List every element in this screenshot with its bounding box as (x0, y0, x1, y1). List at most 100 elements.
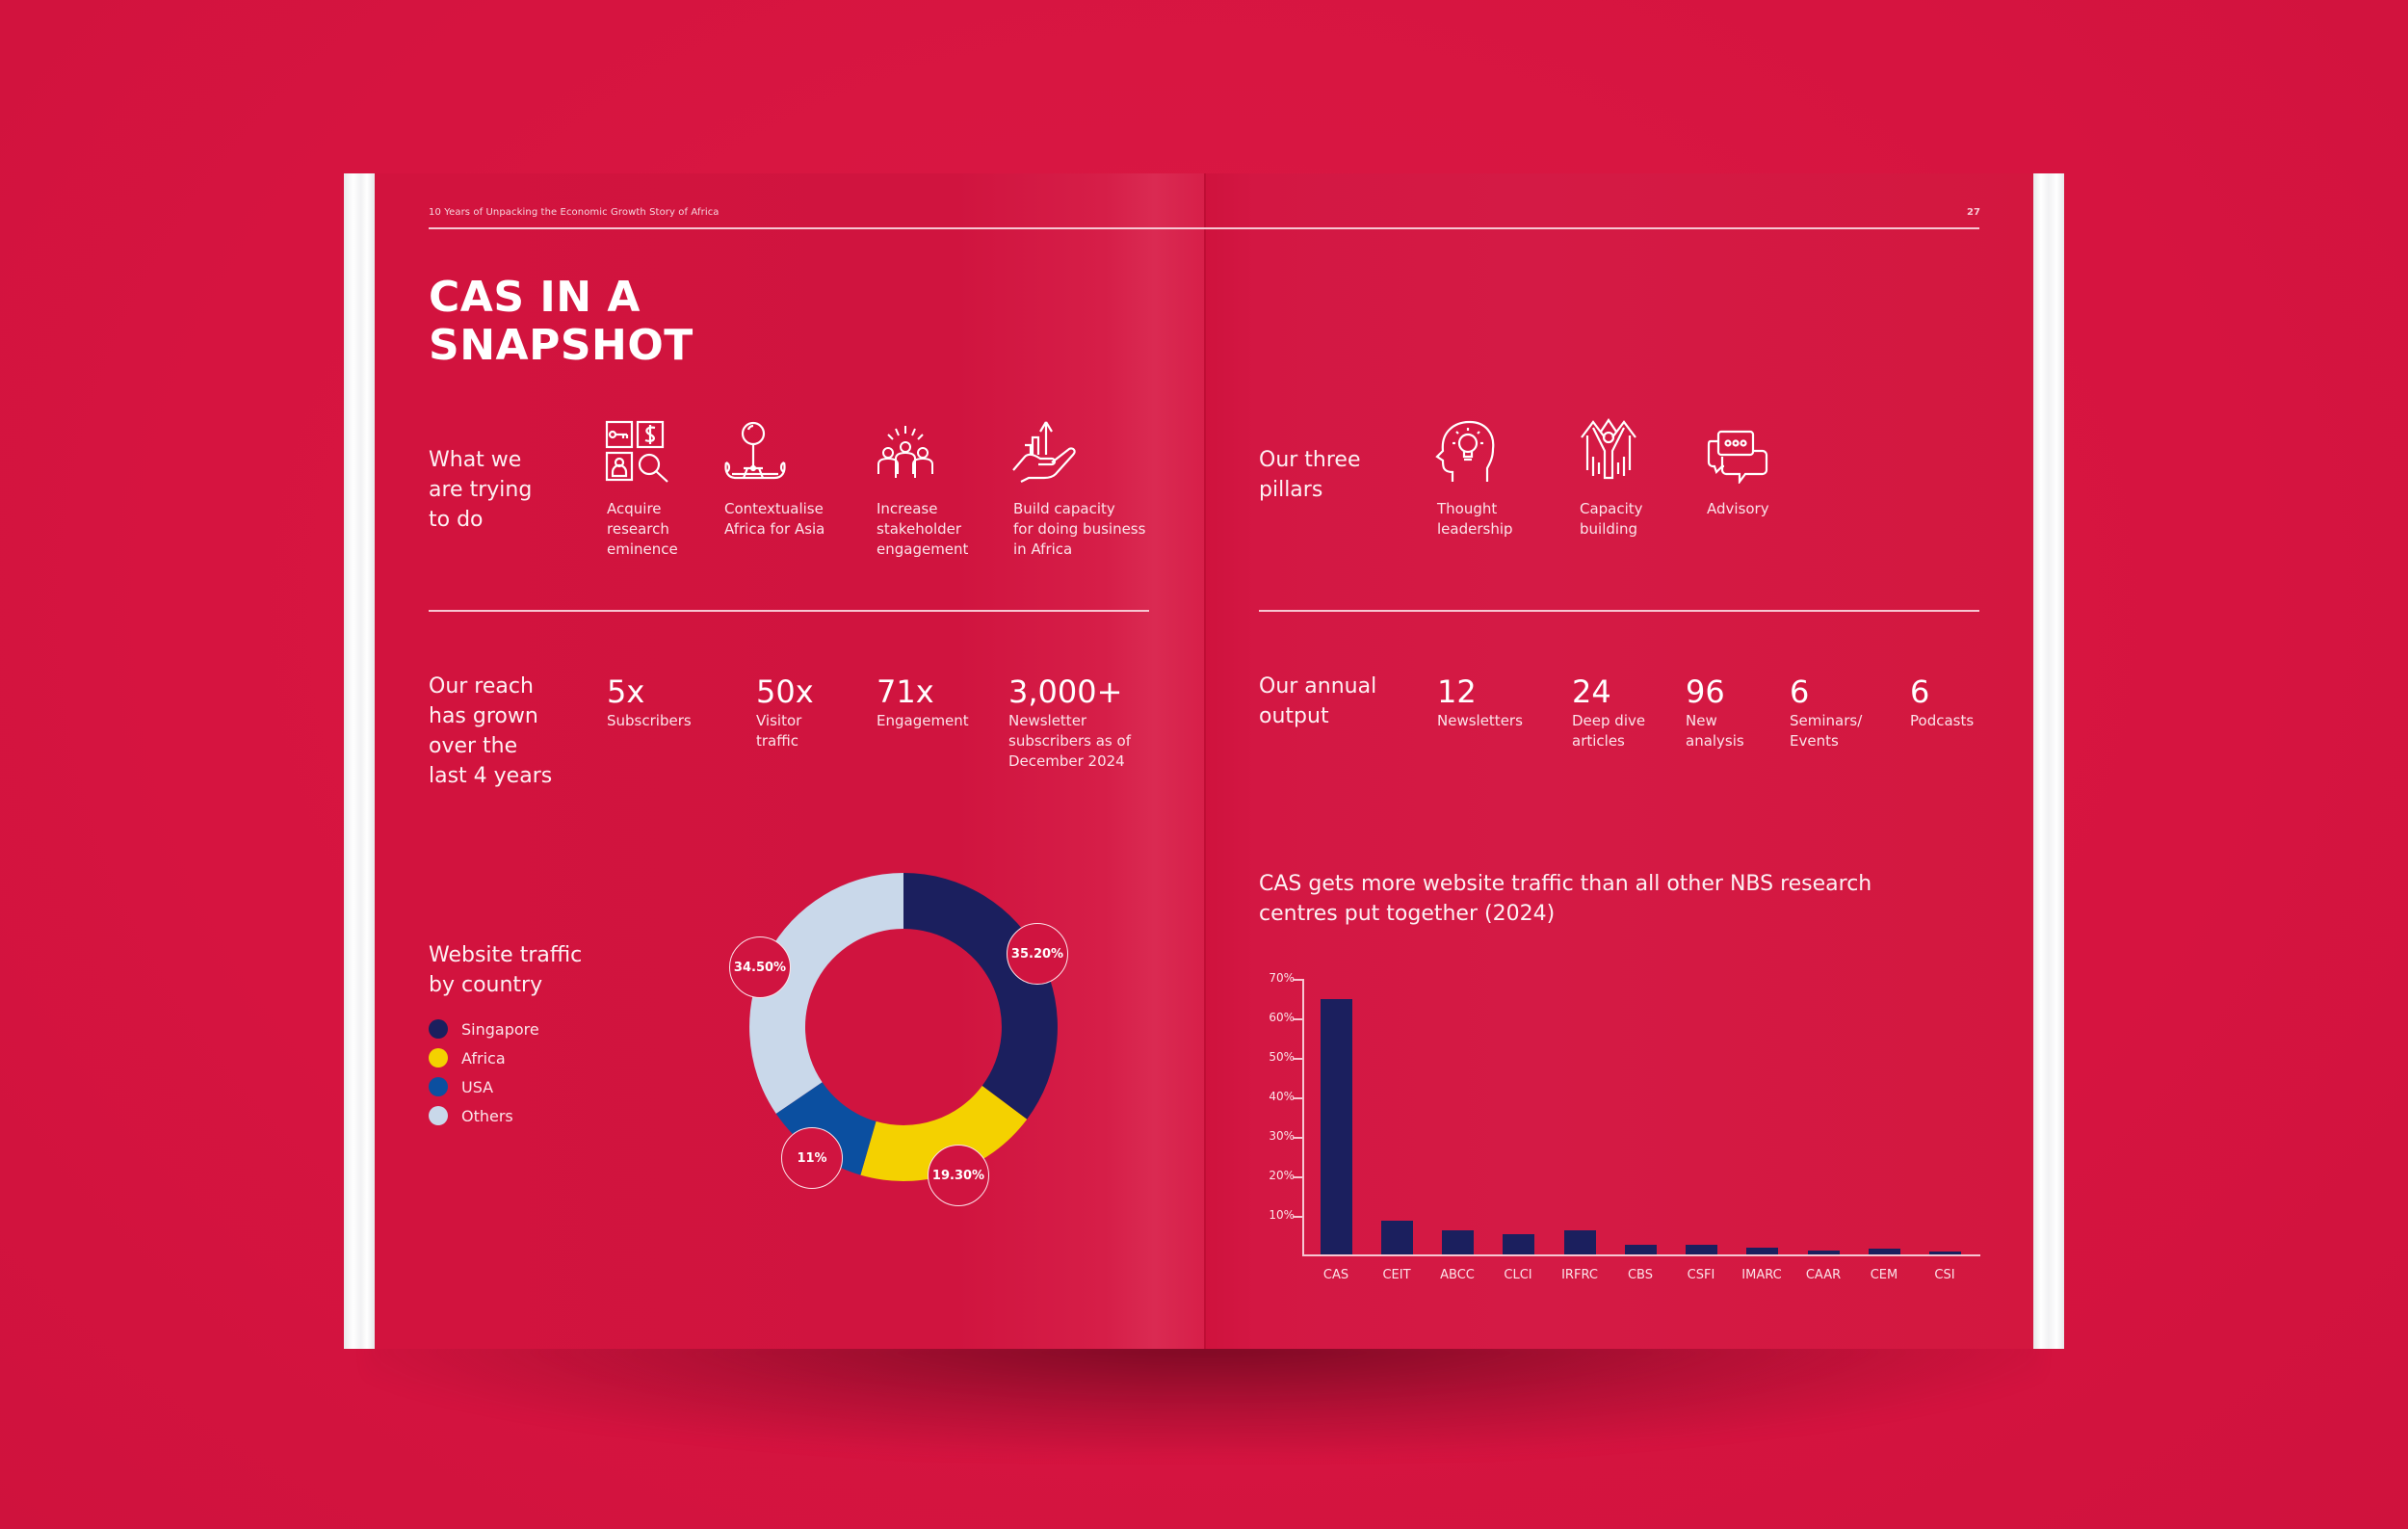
bar-csi (1929, 1252, 1961, 1254)
stat-value-subscribers: 5x (607, 673, 645, 710)
output-label-seminars: Seminars/ Events (1790, 712, 1863, 750)
bar-clci (1503, 1234, 1534, 1254)
output-value-podcasts: 6 (1910, 673, 1930, 710)
donut-slice-singapore (903, 873, 1058, 1120)
pillars-label: Our three pillars (1259, 448, 1361, 502)
x-label: IMARC (1741, 1268, 1782, 1282)
stat-label-visitor-traffic: Visitor traffic (756, 712, 802, 750)
output-label-newsletters: Newsletters (1437, 712, 1523, 729)
y-tick-label: 40% (1269, 1090, 1295, 1103)
output-value-newsletters: 12 (1437, 673, 1477, 710)
goals-label: What we are trying to do (429, 448, 533, 532)
y-axis-line (1302, 979, 1304, 1255)
x-label: CBS (1627, 1268, 1654, 1282)
donut-slice-africa (860, 1086, 1028, 1181)
legend-label: USA (461, 1077, 494, 1096)
pillar-label-capacity: Capacity building (1580, 500, 1643, 538)
goal-label-contextualise: Contextualise Africa for Asia (724, 500, 825, 538)
legend-item-usa: USA (429, 1072, 539, 1101)
y-tick (1293, 1097, 1302, 1099)
section-divider-right (1259, 610, 1979, 612)
y-tick (1293, 979, 1302, 981)
page-title: CAS IN A SNAPSHOT (429, 273, 694, 370)
y-tick-label: 20% (1269, 1169, 1295, 1182)
output-value-deep-dive: 24 (1572, 673, 1611, 710)
reach-label: Our reach has grown over the last 4 year… (429, 674, 553, 788)
y-tick (1293, 1018, 1302, 1020)
x-label: CSFI (1687, 1268, 1715, 1282)
donut-callout-singapore: 35.20% (1007, 923, 1068, 985)
donut-slice-usa (775, 1082, 877, 1175)
pillar-label-advisory: Advisory (1707, 500, 1769, 517)
legend-label: Others (461, 1106, 513, 1125)
donut-slice-others (749, 873, 903, 1114)
y-tick-label: 30% (1269, 1129, 1295, 1143)
bar-chart-title: CAS gets more website traffic than all o… (1259, 872, 1872, 926)
x-label: CEIT (1382, 1268, 1411, 1282)
legend-swatch (429, 1106, 448, 1125)
spine (1204, 173, 1206, 1349)
bar-caar (1808, 1251, 1840, 1254)
goal-label-capacity: Build capacity for doing business in Afr… (1013, 500, 1146, 558)
x-axis-line (1302, 1254, 1980, 1256)
legend-item-singapore: Singapore (429, 1015, 539, 1043)
pillar-label-thought: Thought leadership (1437, 500, 1513, 538)
hand-growth-icon (1011, 420, 1077, 484)
stat-label-newsletter-subs: Newsletter subscribers as of December 20… (1008, 712, 1131, 770)
legend-swatch (429, 1048, 448, 1068)
x-label: IRFRC (1561, 1268, 1598, 1282)
goal-label-stakeholder: Increase stakeholder engagement (877, 500, 969, 558)
x-label: CAAR (1805, 1268, 1842, 1282)
page-edges-left (344, 173, 375, 1349)
output-value-new-analysis: 96 (1686, 673, 1725, 710)
chat-bubbles-icon (1707, 430, 1768, 484)
output-label-deep-dive: Deep dive articles (1572, 712, 1646, 750)
traffic-by-country-label: Website traffic by country (429, 943, 583, 997)
bar-chart: 70% 60% 50% 40% 30% 20% 10% CAS CEIT ABC… (1243, 963, 1994, 1291)
stat-label-subscribers: Subscribers (607, 712, 692, 729)
research-grid-icon (605, 420, 670, 484)
stat-value-newsletter-subs: 3,000+ (1008, 673, 1123, 710)
legend-label: Singapore (461, 1019, 539, 1039)
section-divider-left (429, 610, 1149, 612)
bar-csfi (1686, 1245, 1717, 1254)
stakeholder-group-icon (873, 424, 938, 484)
booklet-shadow (366, 1339, 2042, 1455)
donut-callout-others: 34.50% (729, 936, 791, 998)
y-tick-label: 50% (1269, 1050, 1295, 1064)
y-tick-label: 70% (1269, 971, 1295, 985)
y-tick (1293, 1176, 1302, 1178)
header-rule (429, 227, 1979, 229)
donut-callout-usa: 11% (781, 1127, 843, 1189)
y-tick (1293, 1216, 1302, 1218)
page-edges-right (2033, 173, 2064, 1349)
legend-item-others: Others (429, 1101, 539, 1130)
output-value-seminars: 6 (1790, 673, 1810, 710)
bar-irfrc (1564, 1230, 1596, 1254)
stat-value-visitor-traffic: 50x (756, 673, 814, 710)
donut-callout-africa: 19.30% (928, 1145, 989, 1206)
x-label: CSI (1934, 1268, 1955, 1282)
person-arrows-icon (1580, 418, 1637, 484)
bar-abcc (1442, 1230, 1474, 1254)
head-lightbulb-icon (1435, 420, 1495, 484)
bar-imarc (1746, 1248, 1778, 1254)
bar-ceit (1381, 1221, 1413, 1254)
bar-cbs (1625, 1245, 1657, 1254)
bar-cem (1869, 1249, 1900, 1254)
x-label: CEM (1870, 1268, 1898, 1282)
y-tick-label: 60% (1269, 1011, 1295, 1024)
output-label: Our annual output (1259, 674, 1377, 728)
bar-cas (1321, 999, 1352, 1254)
running-head: 10 Years of Unpacking the Economic Growt… (429, 207, 720, 218)
y-tick-label: 10% (1269, 1208, 1295, 1222)
joystick-map-icon (722, 420, 788, 484)
page-number: 27 (1967, 207, 1981, 218)
donut-legend: Singapore Africa USA Others (429, 1015, 539, 1130)
stat-value-engagement: 71x (877, 673, 934, 710)
output-label-podcasts: Podcasts (1910, 712, 1975, 729)
legend-item-africa: Africa (429, 1043, 539, 1072)
y-tick (1293, 1137, 1302, 1139)
legend-swatch (429, 1077, 448, 1096)
x-label: CLCI (1504, 1268, 1532, 1282)
